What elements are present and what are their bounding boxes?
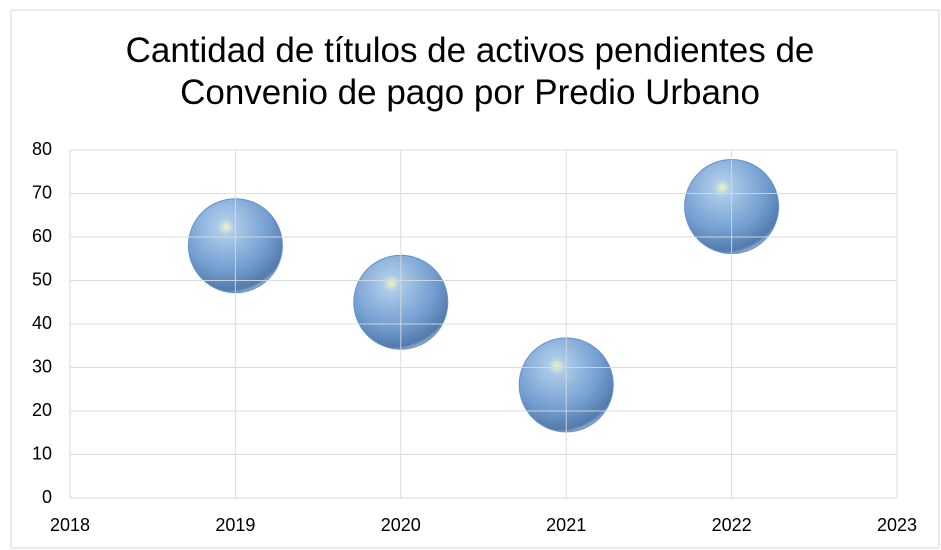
chart-title: Cantidad de títulos de activos pendiente… [125,31,815,112]
y-tick-label: 80 [32,139,52,159]
x-tick-label: 2021 [546,515,586,535]
y-tick-label: 60 [32,226,52,246]
y-tick-label: 30 [32,356,52,376]
y-tick-label: 0 [42,487,52,507]
x-tick-label: 2019 [215,515,255,535]
y-tick-label: 70 [32,182,52,202]
y-tick-label: 40 [32,313,52,333]
x-tick-label: 2022 [712,515,752,535]
y-tick-label: 50 [32,269,52,289]
chart-border [10,9,940,549]
y-tick-label: 20 [32,400,52,420]
x-tick-label: 2023 [877,515,917,535]
y-tick-label: 10 [32,443,52,463]
x-tick-label: 2018 [50,515,90,535]
x-tick-label: 2020 [381,515,421,535]
